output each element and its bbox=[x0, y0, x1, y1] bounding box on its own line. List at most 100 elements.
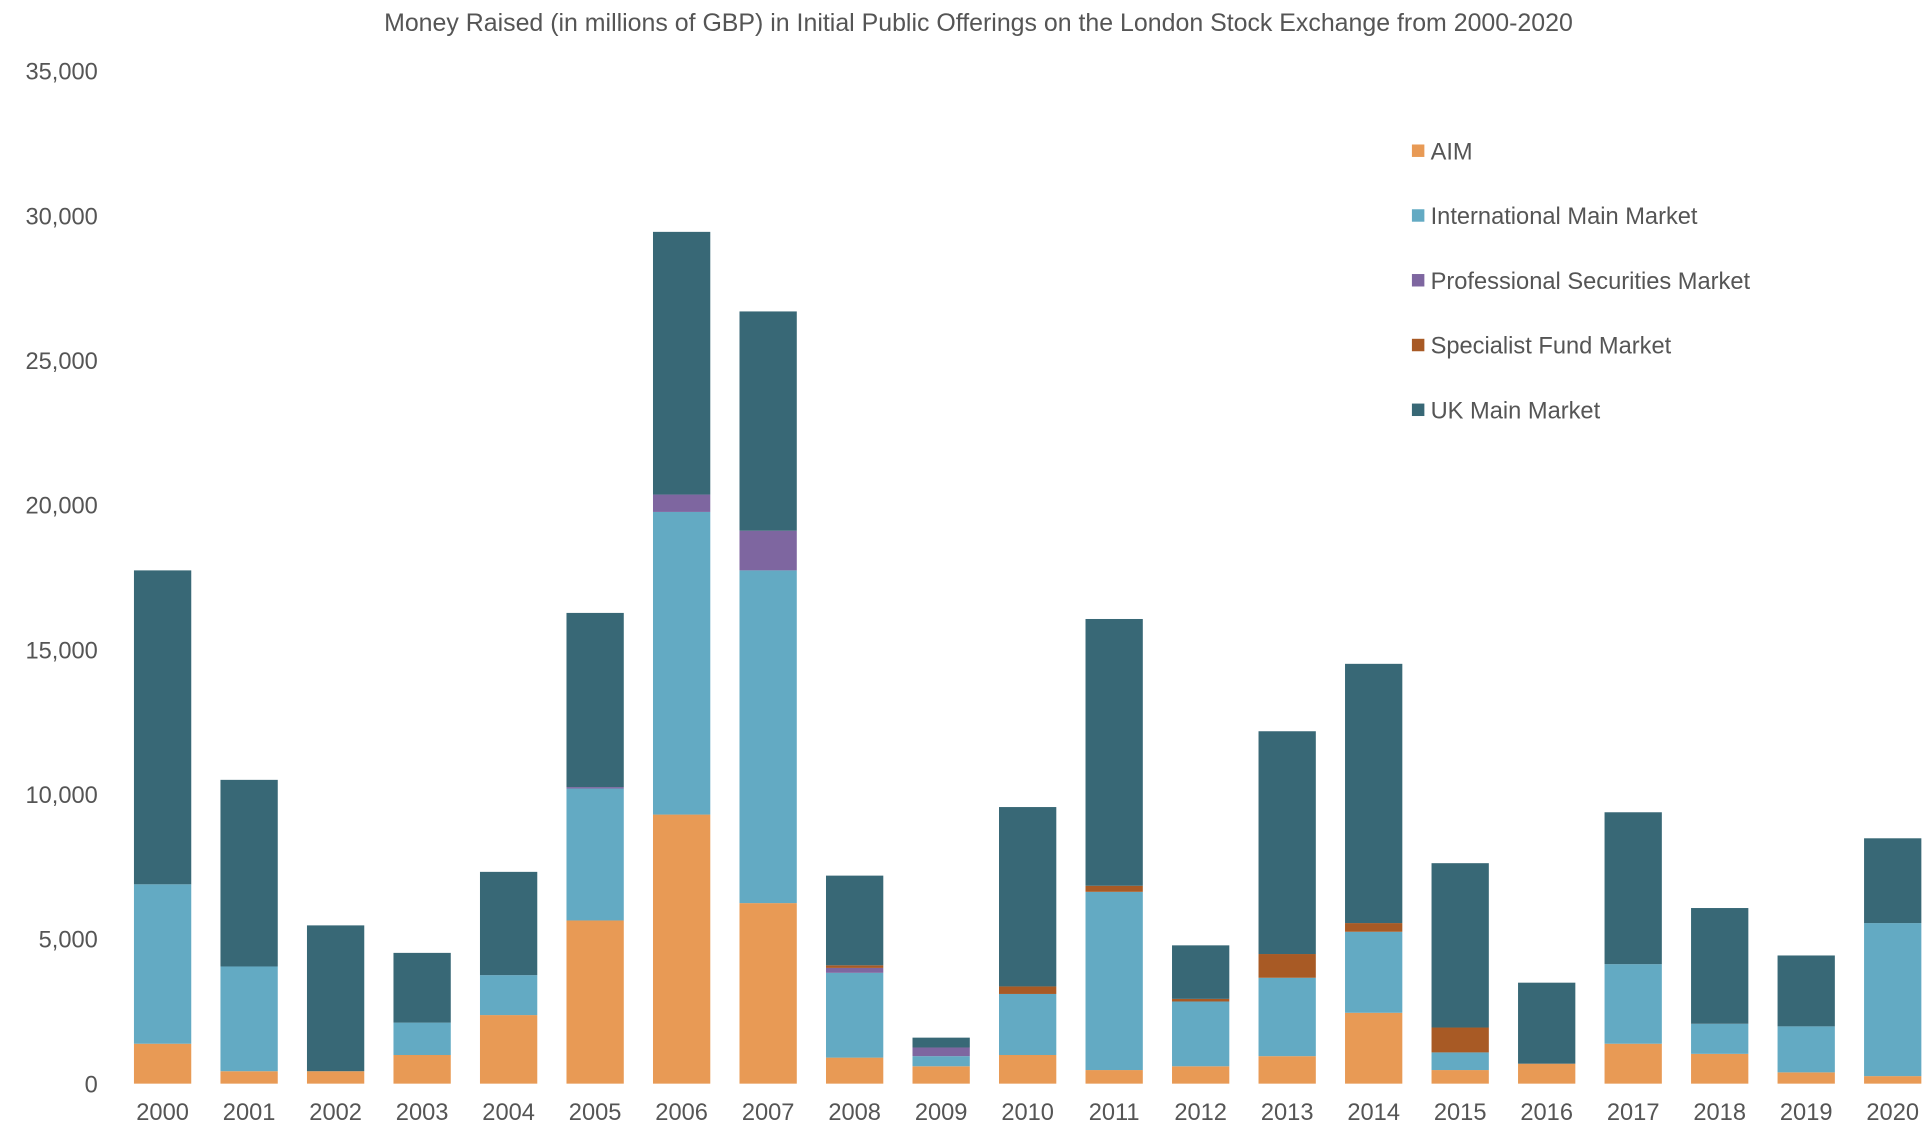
bar-segment-international-main-market bbox=[1258, 977, 1316, 1057]
bar-segment-international-main-market bbox=[1172, 1001, 1230, 1067]
bars bbox=[133, 231, 1922, 1084]
bar-segment-international-main-market bbox=[739, 570, 797, 904]
bar-segment-professional-securities-market bbox=[652, 494, 711, 512]
bar-segment-international-main-market bbox=[652, 511, 711, 815]
bar-segment-aim bbox=[1777, 1072, 1835, 1084]
bar-segment-international-main-market bbox=[220, 966, 278, 1072]
bar-segment-international-main-market bbox=[1864, 923, 1922, 1077]
bar-segment-uk-main-market bbox=[1864, 838, 1922, 924]
bar-segment-uk-main-market bbox=[652, 231, 711, 495]
legend-swatch bbox=[1411, 209, 1425, 222]
legend-swatch bbox=[1411, 274, 1425, 287]
x-tick-label: 2012 bbox=[1174, 1100, 1227, 1126]
x-tick-label: 2013 bbox=[1261, 1100, 1314, 1126]
bar-segment-international-main-market bbox=[825, 972, 884, 1058]
bar-segment-international-main-market bbox=[566, 788, 624, 921]
bar-segment-aim bbox=[133, 1043, 192, 1084]
bar-segment-international-main-market bbox=[1691, 1023, 1749, 1054]
bar-segment-uk-main-market bbox=[1518, 982, 1576, 1064]
bar-segment-international-main-market bbox=[999, 993, 1057, 1056]
bar-segment-aim bbox=[912, 1066, 970, 1084]
y-tick-label: 15,000 bbox=[25, 638, 97, 664]
bar-segment-international-main-market bbox=[1345, 931, 1403, 1013]
legend: AIM International Main Market Professional… bbox=[1411, 139, 1751, 425]
x-tick-label: 2003 bbox=[396, 1100, 449, 1126]
y-tick-label: 5,000 bbox=[39, 928, 98, 954]
bar-segment-aim bbox=[825, 1057, 884, 1084]
bar-segment-uk-main-market bbox=[220, 779, 278, 967]
x-tick-label: 2014 bbox=[1347, 1100, 1400, 1126]
bar-segment-uk-main-market bbox=[1431, 863, 1489, 1028]
bar-segment-aim bbox=[1604, 1043, 1662, 1084]
legend-swatch bbox=[1411, 338, 1425, 352]
y-tick-label: 0 bbox=[85, 1072, 98, 1098]
bar-segment-aim bbox=[999, 1055, 1057, 1084]
bar-segment-international-main-market bbox=[479, 975, 538, 1016]
bar-segment-uk-main-market bbox=[1345, 663, 1403, 924]
bar-segment-uk-main-market bbox=[479, 871, 538, 976]
legend-label: International Main Market bbox=[1431, 204, 1698, 230]
bar-segment-aim bbox=[1518, 1063, 1576, 1084]
x-tick-label: 2002 bbox=[309, 1100, 362, 1126]
bar-segment-uk-main-market bbox=[1777, 955, 1835, 1027]
bar-segment-aim bbox=[479, 1015, 538, 1084]
x-tick-label: 2011 bbox=[1089, 1100, 1140, 1126]
chart-title: Money Raised (in millions of GBP) in Ini… bbox=[384, 9, 1573, 37]
legend-label: AIM bbox=[1431, 139, 1473, 165]
legend-label: UK Main Market bbox=[1431, 399, 1601, 425]
bar-segment-uk-main-market bbox=[739, 311, 797, 531]
legend-label: Specialist Fund Market bbox=[1431, 334, 1672, 360]
legend-label: Professional Securities Market bbox=[1431, 269, 1751, 295]
bar-segment-uk-main-market bbox=[1604, 812, 1662, 965]
x-tick-label: 2015 bbox=[1434, 1100, 1487, 1126]
bar-segment-professional-securities-market bbox=[825, 967, 884, 973]
bar-segment-specialist-fund-market bbox=[825, 965, 884, 968]
x-tick-label: 2016 bbox=[1520, 1100, 1573, 1126]
bar-segment-international-main-market bbox=[912, 1056, 970, 1067]
bar-segment-aim bbox=[1085, 1070, 1143, 1084]
bar-segment-uk-main-market bbox=[306, 925, 365, 1072]
x-tick-label: 2007 bbox=[742, 1100, 795, 1126]
x-tick-label: 2001 bbox=[223, 1100, 276, 1126]
bar-segment-aim bbox=[1864, 1076, 1922, 1084]
bar-segment-aim bbox=[566, 920, 624, 1084]
bar-segment-specialist-fund-market bbox=[999, 986, 1057, 994]
bar-segment-uk-main-market bbox=[133, 570, 192, 885]
bar-segment-international-main-market bbox=[1604, 964, 1662, 1044]
x-tick-label: 2004 bbox=[482, 1100, 535, 1126]
x-tick-label: 2009 bbox=[915, 1100, 968, 1126]
bar-segment-specialist-fund-market bbox=[1085, 885, 1143, 892]
bar-segment-specialist-fund-market bbox=[1172, 998, 1230, 1002]
bar-segment-specialist-fund-market bbox=[1258, 954, 1316, 978]
bar-segment-aim bbox=[1431, 1070, 1489, 1084]
x-axis: 2000 2001 2002 2003 2004 2005 2006 2007 2008 2009… bbox=[136, 1100, 1919, 1126]
bar-segment-uk-main-market bbox=[393, 952, 451, 1023]
bar-segment-aim bbox=[1258, 1056, 1316, 1084]
x-tick-label: 2017 bbox=[1607, 1100, 1660, 1126]
y-tick-label: 30,000 bbox=[25, 204, 97, 230]
bar-segment-international-main-market bbox=[133, 884, 192, 1044]
bar-segment-international-main-market bbox=[393, 1022, 451, 1056]
legend-swatch bbox=[1411, 144, 1425, 157]
y-tick-label: 25,000 bbox=[25, 349, 97, 375]
bar-segment-aim bbox=[306, 1071, 365, 1084]
bar-segment-professional-securities-market bbox=[739, 530, 797, 571]
bar-segment-uk-main-market bbox=[912, 1037, 970, 1048]
bar-segment-specialist-fund-market bbox=[1345, 923, 1403, 932]
bar-segment-uk-main-market bbox=[1258, 731, 1316, 955]
bar-segment-international-main-market bbox=[1085, 891, 1143, 1071]
bar-segment-uk-main-market bbox=[1691, 908, 1749, 1024]
x-tick-label: 2019 bbox=[1780, 1100, 1833, 1126]
x-tick-label: 2005 bbox=[569, 1100, 622, 1126]
bar-segment-aim bbox=[652, 814, 711, 1084]
bar-segment-uk-main-market bbox=[1085, 618, 1143, 886]
bar-segment-aim bbox=[393, 1055, 451, 1084]
bar-segment-aim bbox=[1345, 1012, 1403, 1084]
bar-segment-international-main-market bbox=[1431, 1052, 1489, 1071]
y-tick-label: 35,000 bbox=[25, 60, 97, 86]
bar-segment-uk-main-market bbox=[999, 807, 1057, 987]
bar-segment-aim bbox=[220, 1071, 278, 1084]
bar-segment-uk-main-market bbox=[566, 612, 624, 788]
x-tick-label: 2018 bbox=[1693, 1100, 1746, 1126]
